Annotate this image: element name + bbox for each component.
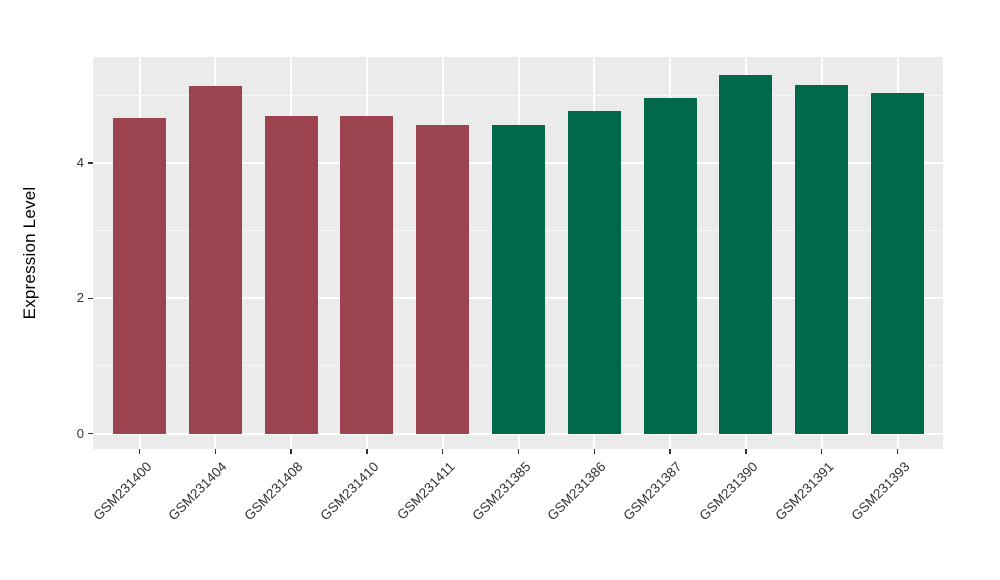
y-tick-label: 2 (76, 290, 84, 306)
bar (719, 75, 773, 434)
bar (795, 85, 849, 434)
x-tick-mark (669, 449, 671, 454)
bar (871, 92, 924, 434)
bar (340, 116, 394, 434)
plot-panel (93, 57, 943, 449)
x-tick-label: GSM231385 (468, 459, 534, 524)
x-tick-mark (290, 449, 292, 454)
bar (643, 98, 697, 434)
x-tick-label: GSM231386 (544, 459, 609, 524)
x-tick-label: GSM231410 (317, 459, 382, 524)
bar (492, 124, 545, 434)
bar (113, 118, 166, 434)
y-axis-title: Expression Level (20, 186, 39, 320)
x-tick-label: GSM231393 (847, 459, 913, 524)
x-tick-label: GSM231404 (165, 459, 230, 524)
y-tick-mark (88, 162, 93, 164)
y-tick-label: 0 (76, 425, 84, 441)
y-tick-mark (88, 297, 93, 300)
x-tick-mark (138, 449, 141, 454)
x-tick-label: GSM231411 (393, 459, 458, 523)
x-tick-mark (745, 449, 747, 454)
x-tick-mark (593, 449, 596, 454)
x-tick-label: GSM231390 (696, 459, 761, 524)
y-tick-mark (88, 432, 93, 435)
x-tick-mark (366, 449, 368, 454)
x-tick-label: GSM231387 (620, 459, 685, 524)
x-tick-label: GSM231400 (89, 459, 155, 524)
bar (416, 124, 470, 434)
y-tick-label: 4 (76, 155, 84, 171)
bar (188, 86, 242, 434)
x-tick-label: GSM231391 (772, 459, 837, 524)
x-tick-mark (820, 449, 823, 454)
bar (567, 111, 621, 434)
x-tick-label: GSM231408 (241, 459, 306, 524)
bar (264, 115, 318, 434)
x-tick-mark (214, 449, 217, 454)
x-tick-mark (517, 449, 520, 454)
x-tick-mark (896, 449, 899, 454)
x-tick-mark (441, 449, 444, 454)
